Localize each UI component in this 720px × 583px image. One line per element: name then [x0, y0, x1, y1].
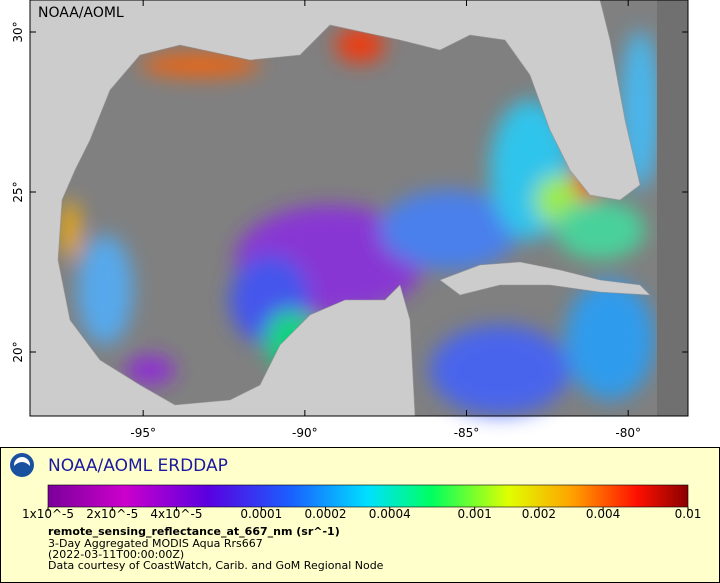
no-data-region [657, 0, 688, 416]
legend-line: Data courtesy of CoastWatch, Carib. and … [48, 559, 384, 572]
colorbar-tick-label: 0.004 [586, 507, 620, 521]
x-tick-label: -80° [615, 426, 641, 440]
x-tick-label: -90° [292, 426, 318, 440]
x-tick-label: -85° [454, 426, 480, 440]
plot-frame [29, 0, 689, 417]
legend-line: 3-Day Aggregated MODIS Aqua Rrs667 [48, 537, 263, 550]
colorbar-tick-label: 0.01 [675, 507, 702, 521]
legend-title: NOAA/AOML ERDDAP [48, 456, 228, 476]
variable-name: remote_sensing_reflectance_at_667_nm (sr… [48, 525, 340, 538]
land [29, 0, 641, 417]
colorbar-tick-label: 2x10^-5 [86, 507, 138, 521]
colorbar-tick-label: 4x10^-5 [150, 507, 202, 521]
data-field [60, 27, 660, 415]
colorbar-tick-label: 0.0004 [369, 507, 411, 521]
colorbar-tick-label: 0.001 [457, 507, 491, 521]
colorbar-tick-label: 0.0002 [305, 507, 347, 521]
x-tick-label: -95° [130, 426, 156, 440]
cuba [439, 261, 651, 296]
y-tick-label: 30° [11, 21, 25, 42]
colorbar-tick-label: 0.0001 [240, 507, 282, 521]
legend-panel [0, 447, 720, 583]
corner-label: NOAA/AOML [38, 5, 124, 21]
y-tick-label: 25° [11, 181, 25, 202]
colorbar-tick-label: 0.002 [522, 507, 556, 521]
legend-line: (2022-03-11T00:00:00Z) [48, 548, 184, 561]
colorbar-tick-label: 1x10^-5 [22, 507, 74, 521]
colorbar [47, 484, 689, 508]
y-tick-label: 20° [11, 341, 25, 362]
noaa-logo [10, 453, 34, 477]
